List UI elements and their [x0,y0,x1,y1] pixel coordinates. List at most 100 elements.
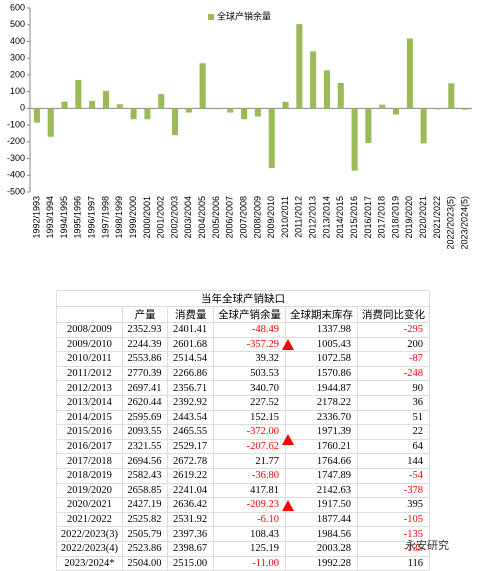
x-tick-label: 2001/2002 [156,196,166,239]
table-cell: 64 [357,438,430,455]
table-cell: 2770.39 [121,365,169,382]
bar [144,108,151,120]
table-cell: 125.19 [213,540,287,557]
x-tick-label: 1992/1993 [31,196,41,239]
table-cell: 2392.92 [167,394,215,411]
column-header: 消费量 [167,306,215,323]
row-label: 2013/2014 [56,394,123,411]
x-tick-label: 2020/2021 [418,196,428,239]
row-label: 2020/2021 [56,497,123,513]
table-row: 2013/2014 2620.44 2392.92 227.52 2178.22 36 [56,394,430,411]
table-cell: 2601.68 [167,336,215,353]
table-cell: 395 [357,497,430,513]
y-tick-label: 500 [10,19,25,29]
x-tick-label: 1995/1996 [73,196,83,239]
bar [47,108,54,137]
table-cell: 340.70 [213,380,287,396]
column-header: 全球产销余量 [213,306,287,323]
x-tick-label: 1998/1999 [114,196,124,239]
x-tick-label: 1993/1994 [45,196,55,239]
table-cell: 2658.85 [121,482,169,499]
table-cell: 90 [357,380,430,396]
table-cell: -357.29 [213,336,287,353]
x-tick-label: 2008/2009 [252,196,262,239]
table-cell: 2356.71 [167,380,215,396]
chart: 600 500 400 300 200 100 0 -100 -200 -300 -400 -500 1… [7,2,472,250]
alert-triangle [282,339,294,350]
bar [61,101,68,109]
x-tick-label: 2002/2003 [169,196,179,239]
table-cell: 2465.55 [167,424,215,440]
bar [462,108,469,110]
table-cell: -11.00 [213,555,287,571]
y-tick-label: 600 [10,2,25,12]
table-cell: 2505.79 [121,526,169,542]
header-row: 产量 消费量 全球产销余量 全球期末库存 消费同比变化 [56,306,430,323]
table-row: 2008/2009 2352.93 2401.41 -48.49 1337.98 -295 [56,322,430,338]
row-label: 2022/2023(4) [56,540,123,557]
table-cell: 36 [357,394,430,411]
x-tick-label: 2016/2017 [363,196,373,239]
table-cell: 2266.86 [167,365,215,382]
table-cell: 2003.28 [285,540,359,557]
bar [227,108,234,113]
y-tick-label: -500 [7,186,25,196]
bar [434,108,441,110]
alert-triangle [282,434,294,445]
table-row: 2010/2011 2553.86 2514.54 39.32 1072.58 -87 [56,351,430,367]
bar [130,108,137,120]
table-cell: 152.15 [213,409,287,426]
table-cell: 1005.43 [285,336,359,353]
table-cell: 227.52 [213,394,287,411]
y-tick-label: -400 [7,170,25,180]
column-header: 产量 [121,306,169,323]
legend-label: 全球产销余量 [217,10,271,21]
bar [406,38,413,109]
table-cell: 2398.67 [167,540,215,557]
x-tick-label: 1994/1995 [59,196,69,239]
table-cell: 2397.36 [167,526,215,542]
x-tick-label: 2000/2001 [142,196,152,239]
table-row: 2016/2017 2321.55 2529.17 -207.62 1760.21 64 [56,438,430,455]
row-label: 2012/2013 [56,380,123,396]
table-cell: 2531.92 [167,511,215,528]
table-cell: 2244.39 [121,336,169,353]
bar [102,90,110,109]
row-label: 2015/2016 [56,424,123,440]
table-cell: 2525.82 [121,511,169,528]
x-tick-label: 1999/2000 [128,196,138,239]
table-cell: -248 [357,365,430,382]
table-cell: -209.23 [213,497,287,513]
row-label: 2014/2015 [56,409,123,426]
table-cell: 1917.50 [285,497,359,513]
table-cell: 21.77 [213,453,287,469]
table-cell: 1072.58 [285,351,359,367]
table-cell: -295 [357,322,430,338]
table-row: 2011/2012 2770.39 2266.86 503.53 1570.86 -248 [56,365,430,382]
table-row: 2012/2013 2697.41 2356.71 340.70 1944.87 90 [56,380,430,396]
alert-triangle [282,500,294,511]
x-tick-label: 2019/2020 [404,196,414,239]
x-tick-label: 1997/1998 [100,196,110,239]
table-cell: 2636.42 [167,497,215,513]
table-cell: 2523.86 [121,540,169,557]
x-tick-label: 2023/2024(5) [459,196,469,250]
bar [213,108,220,110]
x-tick-label: 2009/2010 [266,196,276,239]
x-tick-label: 2013/2014 [321,196,331,239]
bar [254,108,261,117]
table-cell: 2504.00 [121,555,169,571]
table-row: 2022/2023(4) 2523.86 2398.67 125.19 2003.28-… [56,540,430,557]
y-tick-label: 300 [10,53,25,63]
table-cell: 2401.41 [167,322,215,338]
y-tick-label: -300 [7,153,25,163]
table-cell: 1760.21 [285,438,359,455]
table-cell: -372.00 [213,424,287,440]
table-cell: 200 [357,336,430,353]
table-cell: 2620.44 [121,394,169,411]
table-cell: 2241.04 [167,482,215,499]
table-cell: 1992.28 [285,555,359,571]
table-cell: 2529.17 [167,438,215,455]
table-cell: 1984.56 [285,526,359,542]
x-tick-label: 2014/2015 [335,196,345,239]
